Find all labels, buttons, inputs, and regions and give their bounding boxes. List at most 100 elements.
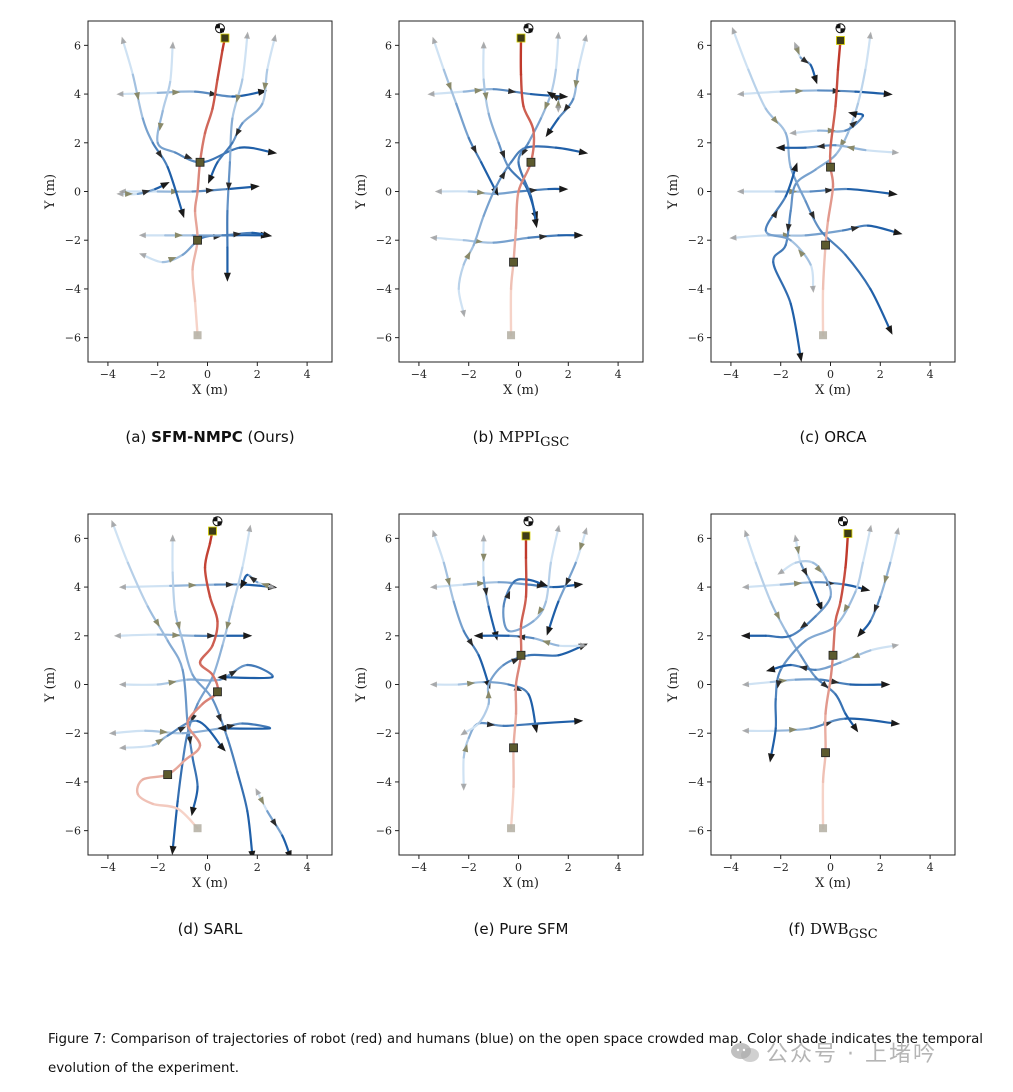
human-path-segment: [228, 117, 234, 164]
human-end-marker: [217, 673, 227, 681]
human-end-marker: [189, 806, 197, 817]
y-tick-label: 6: [74, 39, 81, 52]
robot-path-segment: [821, 243, 827, 291]
human-heading-marker: [851, 652, 861, 659]
human-path-segment: [824, 576, 832, 598]
robot-path-segment: [509, 785, 515, 830]
human-path-segment: [452, 600, 465, 633]
robot-start: [819, 824, 828, 833]
human-path-segment: [241, 527, 251, 569]
robot-current: [220, 33, 230, 43]
human-start-marker: [169, 41, 176, 49]
human-heading-marker: [270, 818, 277, 827]
human-path-segment: [236, 771, 249, 813]
human-path-segment: [744, 532, 757, 564]
human-heading-marker: [207, 632, 216, 639]
y-tick-label: −2: [376, 727, 392, 740]
human-end-marker: [546, 91, 557, 100]
human-path-segment: [181, 668, 189, 725]
robot-snapshot: [821, 748, 830, 758]
human-path-segment: [732, 29, 750, 71]
human-heading-marker: [504, 590, 511, 600]
human-start-marker: [891, 643, 900, 650]
human-path-segment: [547, 600, 560, 633]
x-tick-label: −2: [461, 368, 477, 381]
human-heading-marker: [188, 582, 197, 589]
human-heading-marker: [542, 640, 551, 646]
human-path-segment: [577, 36, 587, 71]
x-tick-label: −4: [723, 368, 739, 381]
x-tick-label: −4: [100, 861, 116, 874]
human-heading-marker: [873, 604, 880, 613]
panel-c: −4 −2 0 2 4 −6 −4 −2 0 2 4 6 X (m) Y (m): [663, 17, 967, 400]
human-trajectory: [764, 162, 816, 293]
human-end-marker: [240, 579, 248, 590]
robot-path-segment: [512, 712, 518, 750]
human-path-segment: [804, 229, 845, 237]
subcaption-method: SFM-NMPC: [151, 428, 243, 446]
human-heading-marker: [260, 582, 270, 589]
human-start-marker: [809, 285, 816, 293]
human-heading-marker: [537, 606, 545, 615]
subcaption-b: (b) MPPIGSC: [371, 428, 671, 450]
human-trajectory: [480, 534, 499, 641]
human-path-segment: [789, 302, 802, 359]
human-heading-marker: [157, 122, 164, 131]
robot-current: [521, 531, 531, 541]
y-tick-label: −6: [688, 825, 704, 838]
human-path-segment: [221, 676, 274, 680]
subcaption-method: SARL: [203, 920, 243, 938]
human-start-marker: [741, 583, 750, 590]
x-tick-label: 4: [927, 368, 934, 381]
human-heading-marker: [801, 567, 808, 577]
human-trajectory: [473, 632, 588, 649]
x-tick-label: 4: [304, 368, 311, 381]
human-path-segment: [141, 117, 154, 144]
human-trajectory: [432, 36, 499, 196]
human-heading-marker: [445, 82, 452, 91]
human-heading-marker: [778, 678, 788, 685]
human-path-segment: [834, 590, 857, 628]
human-path-segment: [482, 185, 498, 217]
human-path-segment: [799, 654, 817, 679]
human-start-marker: [118, 681, 126, 688]
human-path-segment: [121, 744, 154, 749]
human-trajectory: [729, 224, 903, 241]
human-end-marker: [881, 681, 891, 688]
human-trajectory: [741, 717, 901, 734]
human-path-segment: [487, 663, 505, 686]
human-path-segment: [238, 146, 274, 154]
robot-trajectory: [191, 33, 230, 340]
human-heading-marker: [172, 632, 181, 639]
human-trajectory: [138, 231, 273, 239]
robot-path-segment: [203, 566, 212, 599]
human-end-marker: [262, 231, 273, 239]
human-start-marker: [580, 642, 588, 649]
robot-path-segment: [514, 190, 520, 230]
human-start-marker: [480, 41, 487, 49]
x-axis-label: X (m): [503, 383, 539, 398]
human-path-segment: [111, 522, 129, 564]
watermark: 公众号 · 上堵吟: [730, 1036, 937, 1068]
human-trajectory: [429, 231, 584, 245]
human-heading-marker: [798, 249, 806, 258]
panel-e: −4 −2 0 2 4 −6 −4 −2 0 2 4 6 X (m) Y (m): [351, 510, 655, 893]
robot-path-segment: [203, 542, 212, 569]
human-path-segment: [869, 644, 897, 652]
y-tick-label: 6: [385, 532, 392, 545]
human-end-marker: [573, 581, 584, 589]
robot-current: [208, 526, 217, 536]
human-start-marker: [139, 253, 147, 259]
human-heading-marker: [257, 796, 265, 805]
human-path-segment: [231, 566, 244, 608]
human-path-segment: [814, 595, 832, 618]
x-axis-label: X (m): [815, 383, 851, 398]
robot-trajectory: [819, 529, 853, 833]
human-end-marker: [250, 183, 260, 191]
robot-path-segment: [824, 678, 832, 715]
human-end-marker: [892, 228, 903, 236]
human-trajectory: [111, 519, 199, 817]
human-path-segment: [502, 605, 510, 633]
human-end-marker: [574, 231, 584, 239]
human-path-segment: [457, 287, 465, 315]
